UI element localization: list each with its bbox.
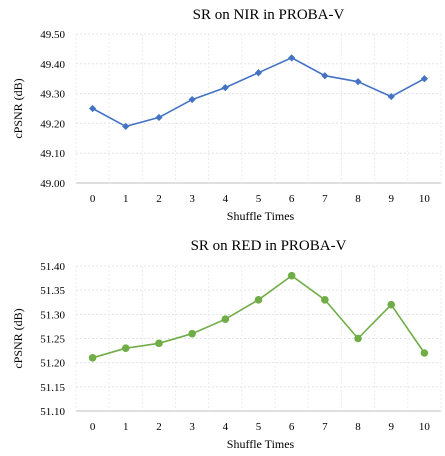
x-axis-label: Shuffle Times — [227, 209, 295, 223]
x-tick-label: 8 — [355, 421, 361, 433]
y-axis-label: cPSNR (dB) — [11, 308, 25, 368]
data-point — [288, 54, 296, 62]
data-point — [188, 95, 196, 104]
data-point — [221, 315, 230, 323]
x-tick-label: 10 — [419, 421, 431, 433]
data-point — [254, 69, 263, 77]
data-point — [221, 84, 229, 92]
x-tick-label: 3 — [189, 421, 195, 433]
x-tick-label: 7 — [322, 193, 328, 205]
y-tick-label: 51.25 — [40, 334, 65, 346]
data-point — [354, 78, 362, 86]
x-tick-label: 4 — [223, 421, 229, 433]
y-tick-label: 49.30 — [40, 89, 65, 101]
series-line — [92, 56, 425, 128]
x-tick-label: 5 — [256, 421, 262, 433]
x-tick-label: 0 — [90, 193, 96, 205]
y-tick-label: 49.50 — [40, 29, 65, 41]
data-point — [287, 271, 296, 280]
data-point — [354, 334, 362, 343]
x-tick-label: 5 — [256, 193, 262, 205]
data-point — [321, 296, 329, 304]
data-point — [122, 122, 130, 130]
chart-title: SR on RED in PROBA-V — [191, 238, 347, 254]
x-axis-label: Shuffle Times — [227, 437, 295, 451]
x-tick-label: 6 — [289, 421, 295, 433]
y-axis-label: cPSNR (dB) — [11, 78, 25, 138]
data-point — [254, 296, 263, 304]
data-point — [155, 339, 163, 348]
x-tick-label: 2 — [156, 421, 162, 433]
x-tick-label: 2 — [156, 193, 162, 205]
y-tick-label: 51.15 — [40, 382, 65, 394]
data-point — [420, 75, 429, 83]
y-tick-label: 51.30 — [40, 309, 65, 321]
x-tick-label: 1 — [123, 421, 129, 433]
x-tick-label: 6 — [289, 193, 295, 205]
data-point — [121, 344, 130, 352]
series-line — [92, 274, 426, 359]
x-tick-label: 8 — [355, 193, 361, 205]
y-tick-label: 49.40 — [40, 59, 65, 71]
x-tick-label: 10 — [419, 193, 431, 205]
y-tick-label: 51.20 — [40, 358, 65, 370]
y-tick-label: 49.00 — [40, 178, 65, 190]
y-tick-label: 51.10 — [40, 406, 65, 418]
x-tick-label: 4 — [223, 193, 229, 205]
data-point — [155, 113, 163, 122]
x-tick-label: 0 — [90, 421, 96, 433]
x-tick-label: 3 — [189, 193, 195, 205]
y-tick-label: 51.35 — [40, 285, 65, 297]
y-tick-label: 51.40 — [40, 261, 65, 273]
y-tick-label: 49.20 — [40, 118, 65, 130]
data-point — [321, 72, 329, 80]
chart-0: SR on NIR in PROBA-V 49.00 49.10 49.20 49.30… — [11, 7, 442, 223]
x-tick-label: 9 — [388, 421, 394, 433]
chart-1: SR on RED in PROBA-V 51.10 51.15 51.20 51.25… — [11, 238, 442, 451]
x-tick-label: 1 — [123, 193, 129, 205]
data-point — [387, 92, 395, 101]
chart-title: SR on NIR in PROBA-V — [193, 7, 345, 23]
data-point — [88, 104, 97, 113]
data-point — [188, 329, 196, 338]
x-tick-label: 9 — [388, 193, 394, 205]
data-point — [420, 349, 429, 357]
data-point — [387, 300, 396, 309]
x-tick-label: 7 — [322, 421, 328, 433]
y-tick-label: 49.10 — [40, 148, 65, 160]
data-point — [88, 354, 97, 362]
